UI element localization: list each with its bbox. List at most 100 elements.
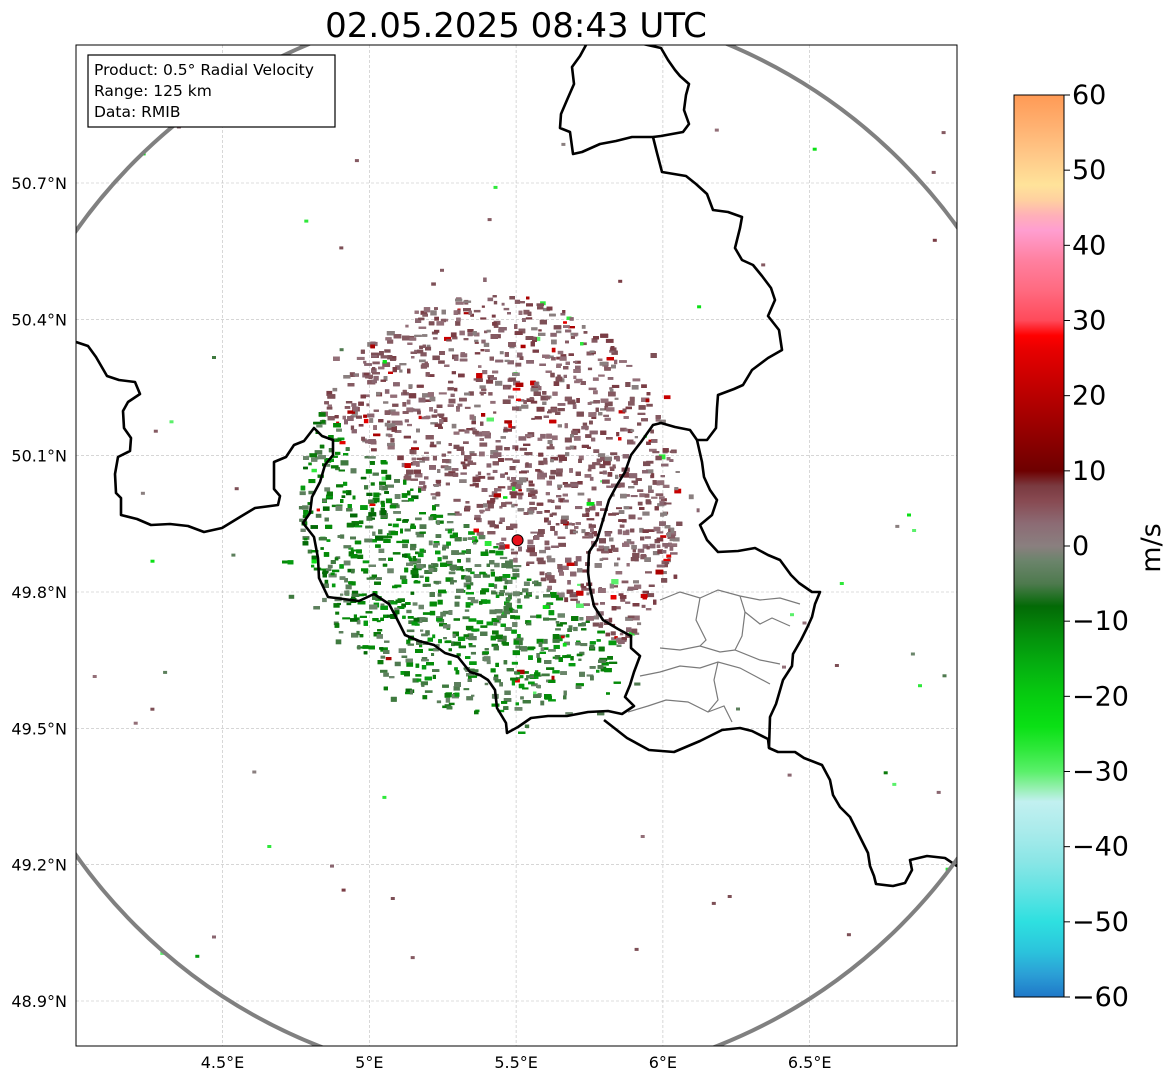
echo-pixel <box>311 564 315 568</box>
echo-pixel <box>415 318 422 323</box>
echo-pixel <box>618 510 625 514</box>
echo-pixel <box>534 535 540 539</box>
echo-pixel <box>344 578 348 583</box>
echo-pixel <box>427 374 435 377</box>
echo-pixel <box>581 426 589 430</box>
echo-pixel <box>553 381 560 386</box>
echo-pixel <box>408 393 417 399</box>
echo-pixel <box>448 380 454 384</box>
echo-pixel <box>428 321 435 326</box>
echo-pixel <box>339 534 345 539</box>
echo-pixel <box>583 331 588 334</box>
echo-pixel <box>322 571 328 575</box>
echo-pixel <box>337 535 341 538</box>
echo-pixel <box>528 480 533 484</box>
echo-pixel <box>569 468 573 473</box>
echo-pixel <box>497 486 506 489</box>
echo-pixel <box>660 571 667 575</box>
echo-pixel <box>533 674 539 679</box>
echo-pixel <box>514 707 523 711</box>
echo-pixel <box>663 484 670 488</box>
echo-pixel <box>563 695 567 700</box>
echo-pixel <box>487 503 494 509</box>
echo-pixel <box>378 529 383 535</box>
echo-pixel <box>378 366 385 370</box>
echo-pixel <box>384 535 393 539</box>
echo-pixel <box>478 365 482 368</box>
echo-pixel <box>637 517 643 520</box>
echo-pixel <box>494 524 499 529</box>
echo-pixel <box>420 310 428 315</box>
echo-pixel <box>566 316 572 320</box>
echo-pixel <box>367 380 376 385</box>
echo-pixel <box>545 573 552 578</box>
echo-pixel <box>535 469 541 472</box>
echo-pixel <box>486 563 490 567</box>
echo-pixel <box>356 415 362 419</box>
echo-pixel <box>446 521 454 524</box>
echo-pixel <box>442 544 449 549</box>
echo-pixel <box>519 471 527 474</box>
echo-pixel <box>555 628 561 631</box>
echo-pixel <box>652 451 660 454</box>
echo-pixel <box>368 456 376 459</box>
echo-pixel <box>456 566 460 570</box>
echo-pixel <box>577 481 583 485</box>
echo-pixel <box>514 299 521 304</box>
echo-pixel <box>600 666 607 672</box>
echo-pixel <box>592 462 601 466</box>
echo-pixel <box>552 638 560 643</box>
echo-pixel <box>378 548 385 553</box>
echo-pixel <box>551 675 555 681</box>
echo-pixel <box>367 413 375 418</box>
echo-pixel <box>375 535 384 541</box>
echo-pixel <box>626 627 632 633</box>
echo-pixel <box>496 615 502 620</box>
echo-pixel <box>628 514 636 520</box>
echo-pixel <box>395 422 403 426</box>
echo-pixel <box>540 472 547 478</box>
echo-pixel <box>632 549 636 553</box>
echo-pixel <box>619 632 624 636</box>
echo-pixel <box>404 567 409 573</box>
echo-pixel <box>526 675 534 679</box>
echo-pixel <box>374 581 381 585</box>
echo-pixel <box>524 678 529 681</box>
map-panel[interactable]: Product: 0.5° Radial Velocity Range: 125… <box>0 2 1059 1081</box>
echo-pixel <box>572 404 577 409</box>
echo-pixel <box>360 476 367 480</box>
echo-pixel <box>585 434 592 438</box>
echo-pixel <box>551 347 556 353</box>
echo-pixel <box>339 564 344 569</box>
echo-pixel <box>303 538 308 541</box>
echo-pixel <box>605 338 614 343</box>
echo-pixel <box>402 553 408 558</box>
echo-pixel <box>390 394 398 398</box>
echo-pixel <box>512 650 520 656</box>
echo-pixel <box>471 628 480 632</box>
echo-pixel <box>428 648 436 651</box>
echo-pixel <box>637 501 643 506</box>
echo-pixel <box>557 536 566 539</box>
echo-pixel <box>648 489 654 493</box>
echo-pixel <box>422 313 428 317</box>
echo-pixel <box>500 436 506 439</box>
echo-pixel <box>654 506 659 511</box>
echo-pixel <box>546 572 552 575</box>
echo-pixel <box>557 484 563 488</box>
echo-pixel <box>510 615 516 619</box>
echo-pixel <box>511 661 518 665</box>
echo-pixel <box>330 560 336 564</box>
echo-pixel <box>360 394 366 399</box>
echo-pixel <box>606 692 610 695</box>
echo-pixel <box>557 403 566 406</box>
chart-title: 02.05.2025 08:43 UTC <box>325 6 707 46</box>
echo-pixel <box>447 404 454 407</box>
echo-pixel <box>338 631 344 634</box>
echo-pixel <box>461 550 469 554</box>
echo-pixel <box>404 463 411 468</box>
echo-pixel <box>453 686 460 691</box>
echo-pixel <box>405 602 411 605</box>
echo-pixel <box>611 350 618 355</box>
echo-pixel <box>508 377 516 382</box>
